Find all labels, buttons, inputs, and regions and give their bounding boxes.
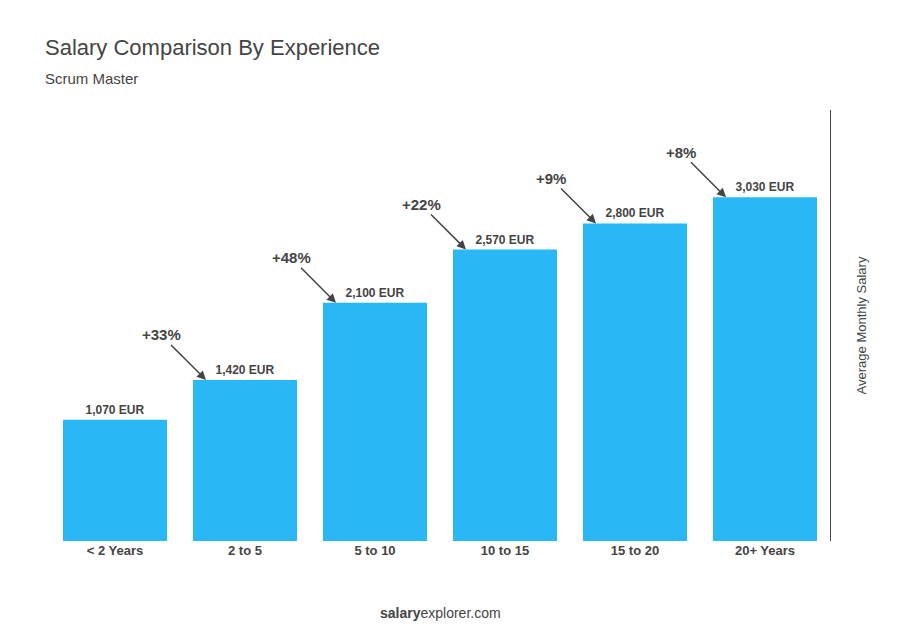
svg-text:2,570 EUR: 2,570 EUR <box>475 233 534 247</box>
svg-text:Scrum Master: Scrum Master <box>45 70 138 87</box>
svg-text:5 to 10: 5 to 10 <box>354 543 395 558</box>
svg-text:3,030 EUR: 3,030 EUR <box>735 180 794 194</box>
svg-text:1,070 EUR: 1,070 EUR <box>85 403 144 417</box>
svg-text:salaryexplorer.com: salaryexplorer.com <box>380 605 501 621</box>
svg-text:10 to 15: 10 to 15 <box>481 543 529 558</box>
svg-text:20+ Years: 20+ Years <box>735 543 795 558</box>
svg-text:+22%: +22% <box>402 196 441 213</box>
svg-text:+8%: +8% <box>666 144 696 161</box>
svg-text:+48%: +48% <box>272 249 311 266</box>
svg-text:15 to 20: 15 to 20 <box>611 543 659 558</box>
svg-text:2 to 5: 2 to 5 <box>228 543 262 558</box>
svg-text:< 2 Years: < 2 Years <box>87 543 144 558</box>
svg-text:2,800 EUR: 2,800 EUR <box>605 206 664 220</box>
svg-text:+33%: +33% <box>142 326 181 343</box>
svg-text:+9%: +9% <box>536 170 566 187</box>
svg-text:Average Monthly Salary: Average Monthly Salary <box>854 256 869 394</box>
svg-text:2,100 EUR: 2,100 EUR <box>345 286 404 300</box>
svg-text:1,420 EUR: 1,420 EUR <box>215 363 274 377</box>
svg-text:Salary Comparison By Experienc: Salary Comparison By Experience <box>45 35 380 60</box>
